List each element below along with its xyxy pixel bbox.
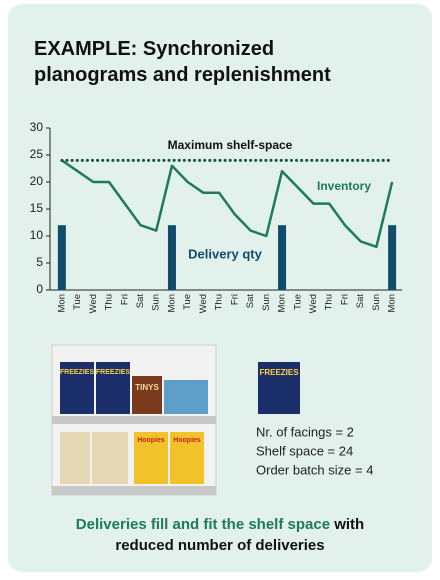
x-tick-label: Sun: [371, 294, 382, 311]
y-tick-label: 20: [30, 174, 44, 188]
title: EXAMPLE: Synchronized planograms and rep…: [34, 38, 331, 86]
fact: Shelf space = 24: [256, 443, 353, 458]
bar: [167, 225, 176, 290]
x-tick-label: Thu: [324, 294, 335, 310]
fact: Nr. of facings = 2: [256, 424, 354, 439]
line: [61, 159, 394, 249]
bar: [57, 225, 66, 290]
x-tick-label: Thu: [214, 294, 225, 310]
x-tick-label: Thu: [104, 294, 115, 310]
x-tick-label: Sun: [261, 294, 272, 311]
product-box: [132, 376, 162, 414]
product-label: FREEZIES: [60, 369, 95, 376]
x-tick-label: Sat: [355, 294, 366, 309]
series-label: Inventory: [317, 179, 371, 193]
x-tick-label: Mon: [387, 294, 398, 312]
product-label: Hoopies: [173, 437, 201, 444]
y-tick-label: 10: [30, 228, 44, 242]
x-tick-label: Wed: [198, 294, 209, 313]
x-tick-label: Fri: [339, 294, 350, 305]
x-tick-label: Tue: [182, 294, 193, 310]
footer-highlight: Deliveries fill and fit the shelf space: [75, 516, 331, 533]
product-box: [134, 432, 168, 484]
x-tick-label: Fri: [119, 294, 130, 305]
y-tick-label: 15: [30, 201, 44, 215]
product-label: FREEZIES: [259, 368, 299, 377]
x-tick-label: Mon: [56, 294, 67, 312]
product-label: Hoopies: [137, 437, 165, 444]
product-box: [96, 362, 130, 414]
x-tick-label: Mon: [277, 294, 288, 312]
x-tick-label: Sun: [151, 294, 162, 311]
product-label: FREEZIES: [96, 369, 131, 376]
product-label: TINYS: [135, 383, 159, 392]
bar: [388, 225, 397, 290]
x-tick-label: Tue: [72, 294, 83, 310]
y-tick-label: 0: [36, 282, 43, 296]
product-box: [164, 380, 208, 414]
x-tick-label: Fri: [229, 294, 240, 305]
product-box: [60, 432, 90, 484]
product-box: [258, 362, 300, 414]
x-tick-label: Mon: [166, 294, 177, 312]
shelf-board: [52, 486, 216, 495]
fact: Order batch size = 4: [256, 462, 373, 477]
y-tick-label: 5: [36, 255, 43, 269]
shelf: [51, 344, 300, 496]
product-box: [170, 432, 204, 484]
shelf-board: [52, 416, 216, 424]
product-box: [60, 362, 94, 414]
y-tick-label: 30: [30, 120, 44, 134]
x-tick-label: Sat: [135, 294, 146, 309]
footer-text: reduced number of deliveries: [115, 537, 325, 554]
product-box: [92, 432, 128, 484]
series-label: Delivery qty: [188, 246, 262, 261]
x-tick-label: Tue: [292, 294, 303, 310]
x-tick-label: Wed: [308, 294, 319, 313]
x-tick-label: Sat: [245, 294, 256, 309]
y-tick-label: 25: [30, 147, 44, 161]
footer-text: with: [334, 516, 365, 533]
footer: Deliveries fill and fit the shelf space …: [20, 514, 420, 556]
x-tick-label: Wed: [88, 294, 99, 313]
bar: [278, 225, 287, 290]
reference-label: Maximum shelf-space: [168, 138, 293, 152]
